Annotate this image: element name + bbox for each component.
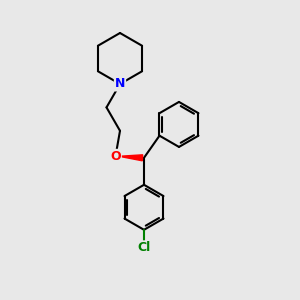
Text: Cl: Cl	[137, 241, 151, 254]
Text: O: O	[110, 150, 121, 163]
Text: N: N	[115, 77, 125, 91]
Polygon shape	[119, 155, 143, 161]
